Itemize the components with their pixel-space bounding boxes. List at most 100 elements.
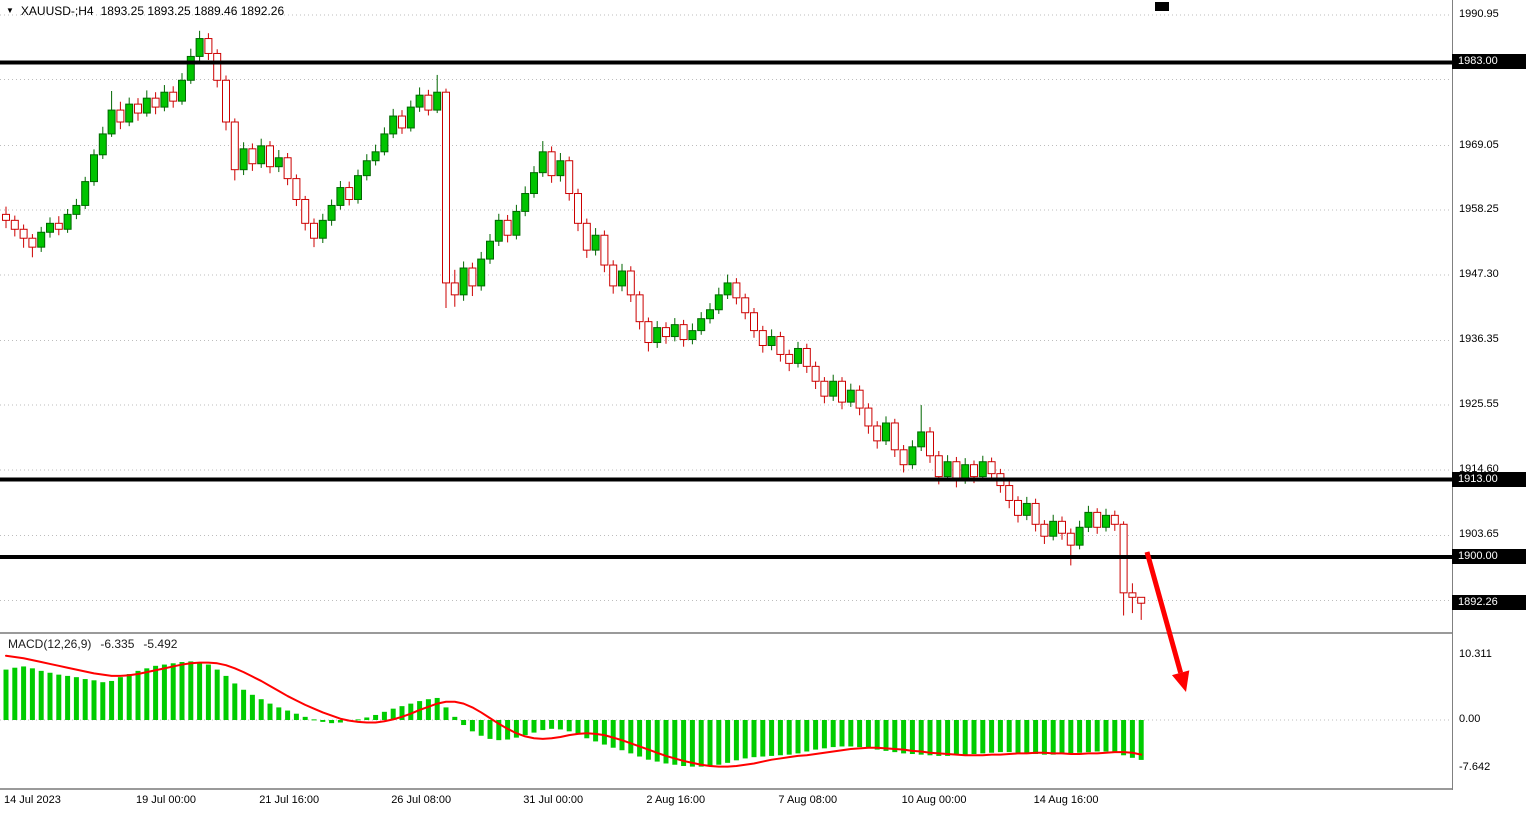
candle <box>46 222 54 233</box>
candle <box>1093 511 1102 528</box>
macd-histogram-bar <box>293 713 299 720</box>
candle <box>714 294 723 311</box>
macd-histogram-bar <box>777 720 783 756</box>
candle <box>336 187 345 206</box>
macd-histogram-bar <box>962 720 968 755</box>
candle <box>442 91 450 284</box>
macd-histogram-bar <box>601 720 607 745</box>
candle <box>873 425 882 442</box>
macd-histogram-bar <box>126 674 132 720</box>
macd-histogram-bar <box>672 720 678 765</box>
macd-histogram-bar <box>733 720 739 761</box>
candle <box>19 228 28 239</box>
macd-signal-line <box>5 654 1143 768</box>
price-axis-label: 1903.65 <box>1459 528 1499 541</box>
macd-histogram-bar <box>821 720 827 749</box>
macd-histogram-bar <box>769 720 775 756</box>
macd-histogram-bar <box>135 670 141 720</box>
macd-histogram-bar <box>232 683 238 720</box>
macd-histogram-bar <box>549 720 555 729</box>
macd-histogram-bar <box>478 720 484 736</box>
candle <box>644 321 653 344</box>
macd-signal-value: -5.492 <box>143 637 178 651</box>
chart-shift-marker[interactable] <box>1155 2 1169 11</box>
macd-histogram-bar <box>29 668 35 720</box>
macd-histogram-bar <box>663 720 669 764</box>
candle <box>688 330 697 341</box>
macd-histogram-bar <box>38 670 44 720</box>
candle <box>970 464 978 478</box>
trend-arrow-line[interactable] <box>1144 551 1184 674</box>
candle <box>107 109 116 135</box>
candle <box>1058 520 1066 534</box>
candle <box>90 154 98 183</box>
macd-histogram-bar <box>892 720 898 753</box>
candle <box>371 151 380 162</box>
macd-axis-label: -7.642 <box>1459 761 1491 774</box>
time-axis[interactable]: 14 Jul 2023 19 Jul 00:00 21 Jul 16:00 26 Ju… <box>0 790 1526 813</box>
price-axis-label: 1990.95 <box>1459 8 1499 21</box>
macd-histogram-bar <box>980 720 986 754</box>
macd-histogram-bar <box>258 699 264 720</box>
macd-main-value: -6.335 <box>100 637 135 651</box>
candle <box>618 270 626 287</box>
macd-histogram-bar <box>56 674 62 720</box>
candle <box>204 38 213 54</box>
candle <box>213 52 222 81</box>
candle <box>582 222 591 251</box>
candle <box>987 461 996 475</box>
macd-histogram-bar <box>82 679 88 720</box>
macd-histogram-bar <box>918 720 924 755</box>
symbol-label: XAUUSD-;H4 <box>20 4 94 18</box>
ohlc-values: 1893.25 1893.25 1889.46 1892.26 <box>100 4 285 18</box>
macd-histogram-bar <box>144 668 150 720</box>
candle <box>486 240 494 260</box>
macd-histogram-bar <box>1033 720 1039 755</box>
candle <box>169 91 178 102</box>
candle <box>222 79 230 123</box>
candle <box>195 38 204 57</box>
macd-histogram-bar <box>1050 720 1056 755</box>
candle <box>116 109 125 123</box>
candle <box>266 145 274 168</box>
macd-histogram-bar <box>1077 720 1083 753</box>
candle <box>459 267 468 296</box>
candle <box>794 347 802 364</box>
macd-indicator-label: MACD(12,26,9) -6.335 -5.492 <box>8 637 177 651</box>
macd-histogram-bar <box>1015 720 1021 753</box>
macd-histogram-bar <box>1024 720 1030 754</box>
macd-histogram-bar <box>337 720 343 723</box>
macd-histogram-bar <box>197 662 203 720</box>
macd-histogram-bar <box>1094 720 1100 752</box>
candle <box>186 55 195 81</box>
price-level-label: 1900.00 <box>1452 549 1526 565</box>
candle <box>679 324 688 341</box>
trend-arrow-head[interactable] <box>1171 670 1190 692</box>
candle <box>758 330 767 347</box>
candle <box>1049 520 1058 537</box>
candle <box>433 91 442 111</box>
macd-histogram-bar <box>566 720 572 732</box>
time-axis-label: 14 Jul 2023 <box>4 794 61 806</box>
macd-histogram-bar <box>469 720 475 732</box>
macd-histogram-bar <box>813 720 819 750</box>
candle <box>54 222 63 230</box>
macd-histogram-bar <box>839 720 845 747</box>
candle <box>503 219 512 236</box>
macd-histogram-bar <box>109 680 115 720</box>
macd-histogram-bar <box>989 720 995 753</box>
macd-histogram-bar <box>593 720 599 742</box>
price-axis[interactable]: 1990.95 1969.05 1958.25 1947.30 1936.35 1925.… <box>1452 0 1526 790</box>
candle <box>1031 502 1040 525</box>
candle <box>1005 485 1014 501</box>
macd-histogram-bar <box>1006 720 1012 753</box>
candle <box>494 219 503 242</box>
candle <box>917 431 926 448</box>
candle <box>635 294 644 323</box>
macd-histogram-bar <box>751 720 757 758</box>
symbol-dropdown-icon[interactable]: ▼ <box>6 6 14 15</box>
candle <box>855 389 864 409</box>
candle <box>398 115 406 129</box>
candle <box>811 365 820 382</box>
